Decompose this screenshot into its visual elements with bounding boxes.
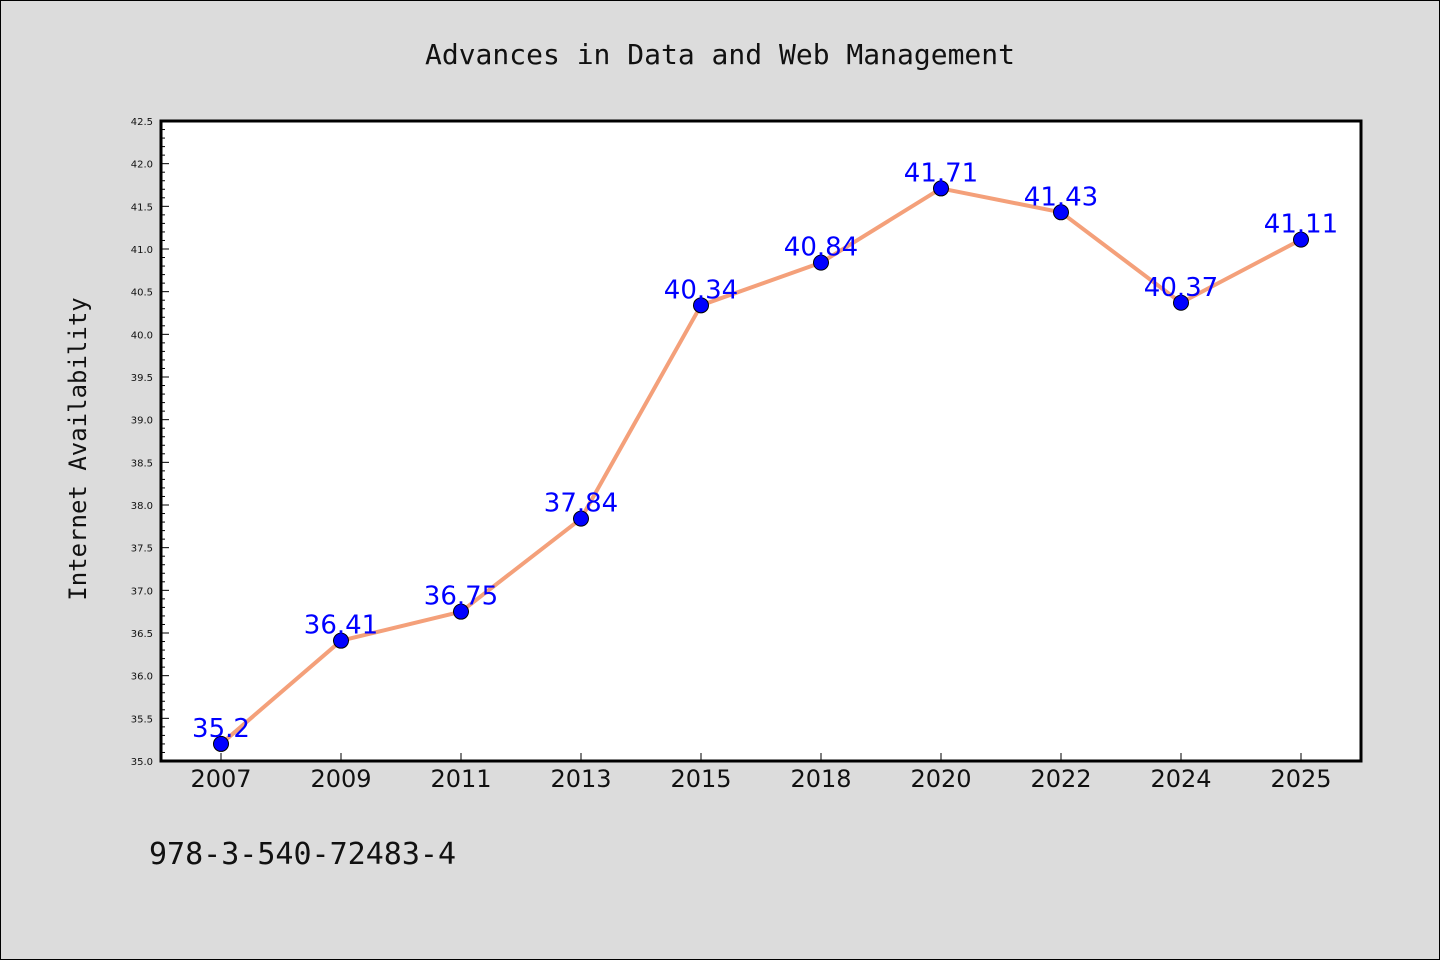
chart-title: Advances in Data and Web Management bbox=[425, 38, 1015, 71]
data-label: 36.41 bbox=[304, 611, 378, 641]
y-tick-label: 39.5 bbox=[131, 373, 153, 384]
x-tick-label: 2007 bbox=[190, 765, 251, 793]
y-tick-label: 36.5 bbox=[131, 629, 153, 640]
data-point-marker bbox=[1293, 231, 1309, 248]
y-axis: 35.0 35.5 36.0 36.5 37.0 37.5 38.0 38.5 39.0 39.5… bbox=[131, 117, 169, 768]
x-tick-label: 2024 bbox=[1150, 765, 1211, 793]
data-label: 40.37 bbox=[1144, 273, 1218, 303]
data-point-marker bbox=[1053, 204, 1069, 221]
data-label: 41.11 bbox=[1264, 210, 1338, 240]
series-line bbox=[219, 186, 1302, 746]
data-label: 40.34 bbox=[664, 275, 738, 305]
data-label: 40.84 bbox=[784, 233, 858, 263]
y-tick-label: 35.0 bbox=[131, 757, 153, 768]
data-point-marker bbox=[933, 180, 949, 197]
data-point-marker bbox=[573, 510, 589, 527]
y-tick-label: 40.0 bbox=[131, 330, 153, 341]
x-tick-label: 2009 bbox=[310, 765, 371, 793]
y-tick-label: 42.0 bbox=[131, 160, 153, 171]
x-tick-label: 2018 bbox=[790, 765, 851, 793]
data-point-marker bbox=[453, 603, 469, 620]
data-label: 36.75 bbox=[424, 582, 498, 612]
series-line-layer bbox=[219, 186, 1302, 746]
x-tick-label: 2022 bbox=[1030, 765, 1091, 793]
data-label: 41.71 bbox=[904, 158, 978, 188]
data-label: 37.84 bbox=[544, 489, 618, 519]
data-point-marker bbox=[813, 254, 829, 271]
x-tick-label: 2013 bbox=[550, 765, 611, 793]
data-label-layer: 35.2 36.41 36.75 37.84 40.34 40.84 41.71 41.43 4… bbox=[192, 158, 1338, 744]
x-axis: 2007 2009 2011 2013 2015 2018 2020 2022 2024 2025 bbox=[190, 753, 1332, 793]
x-tick-label: 2015 bbox=[670, 765, 731, 793]
y-tick-label: 38.5 bbox=[131, 458, 153, 469]
y-tick-label: 37.5 bbox=[131, 544, 153, 555]
x-tick-label: 2011 bbox=[430, 765, 491, 793]
data-point-marker bbox=[213, 735, 229, 752]
y-tick-label: 41.5 bbox=[131, 202, 153, 213]
y-tick-label: 42.5 bbox=[131, 117, 153, 128]
y-tick-label: 36.0 bbox=[131, 672, 153, 683]
x-tick-label: 2020 bbox=[910, 765, 971, 793]
y-tick-label: 39.0 bbox=[131, 416, 153, 427]
data-label: 35.2 bbox=[192, 714, 250, 744]
x-tick-label: 2025 bbox=[1270, 765, 1331, 793]
y-tick-label: 37.0 bbox=[131, 586, 153, 597]
data-point-marker bbox=[1173, 294, 1189, 311]
data-point-marker bbox=[693, 297, 709, 314]
data-label: 41.43 bbox=[1024, 182, 1098, 212]
data-point-marker bbox=[333, 632, 349, 649]
y-axis-label: Internet Availability bbox=[64, 297, 92, 600]
marker-layer bbox=[213, 180, 1309, 752]
isbn-footer: 978-3-540-72483-4 bbox=[149, 837, 456, 872]
plot-area bbox=[159, 119, 1363, 763]
y-tick-label: 41.0 bbox=[131, 245, 153, 256]
y-tick-label: 35.5 bbox=[131, 714, 153, 725]
y-tick-label: 40.5 bbox=[131, 288, 153, 299]
y-tick-label: 38.0 bbox=[131, 501, 153, 512]
